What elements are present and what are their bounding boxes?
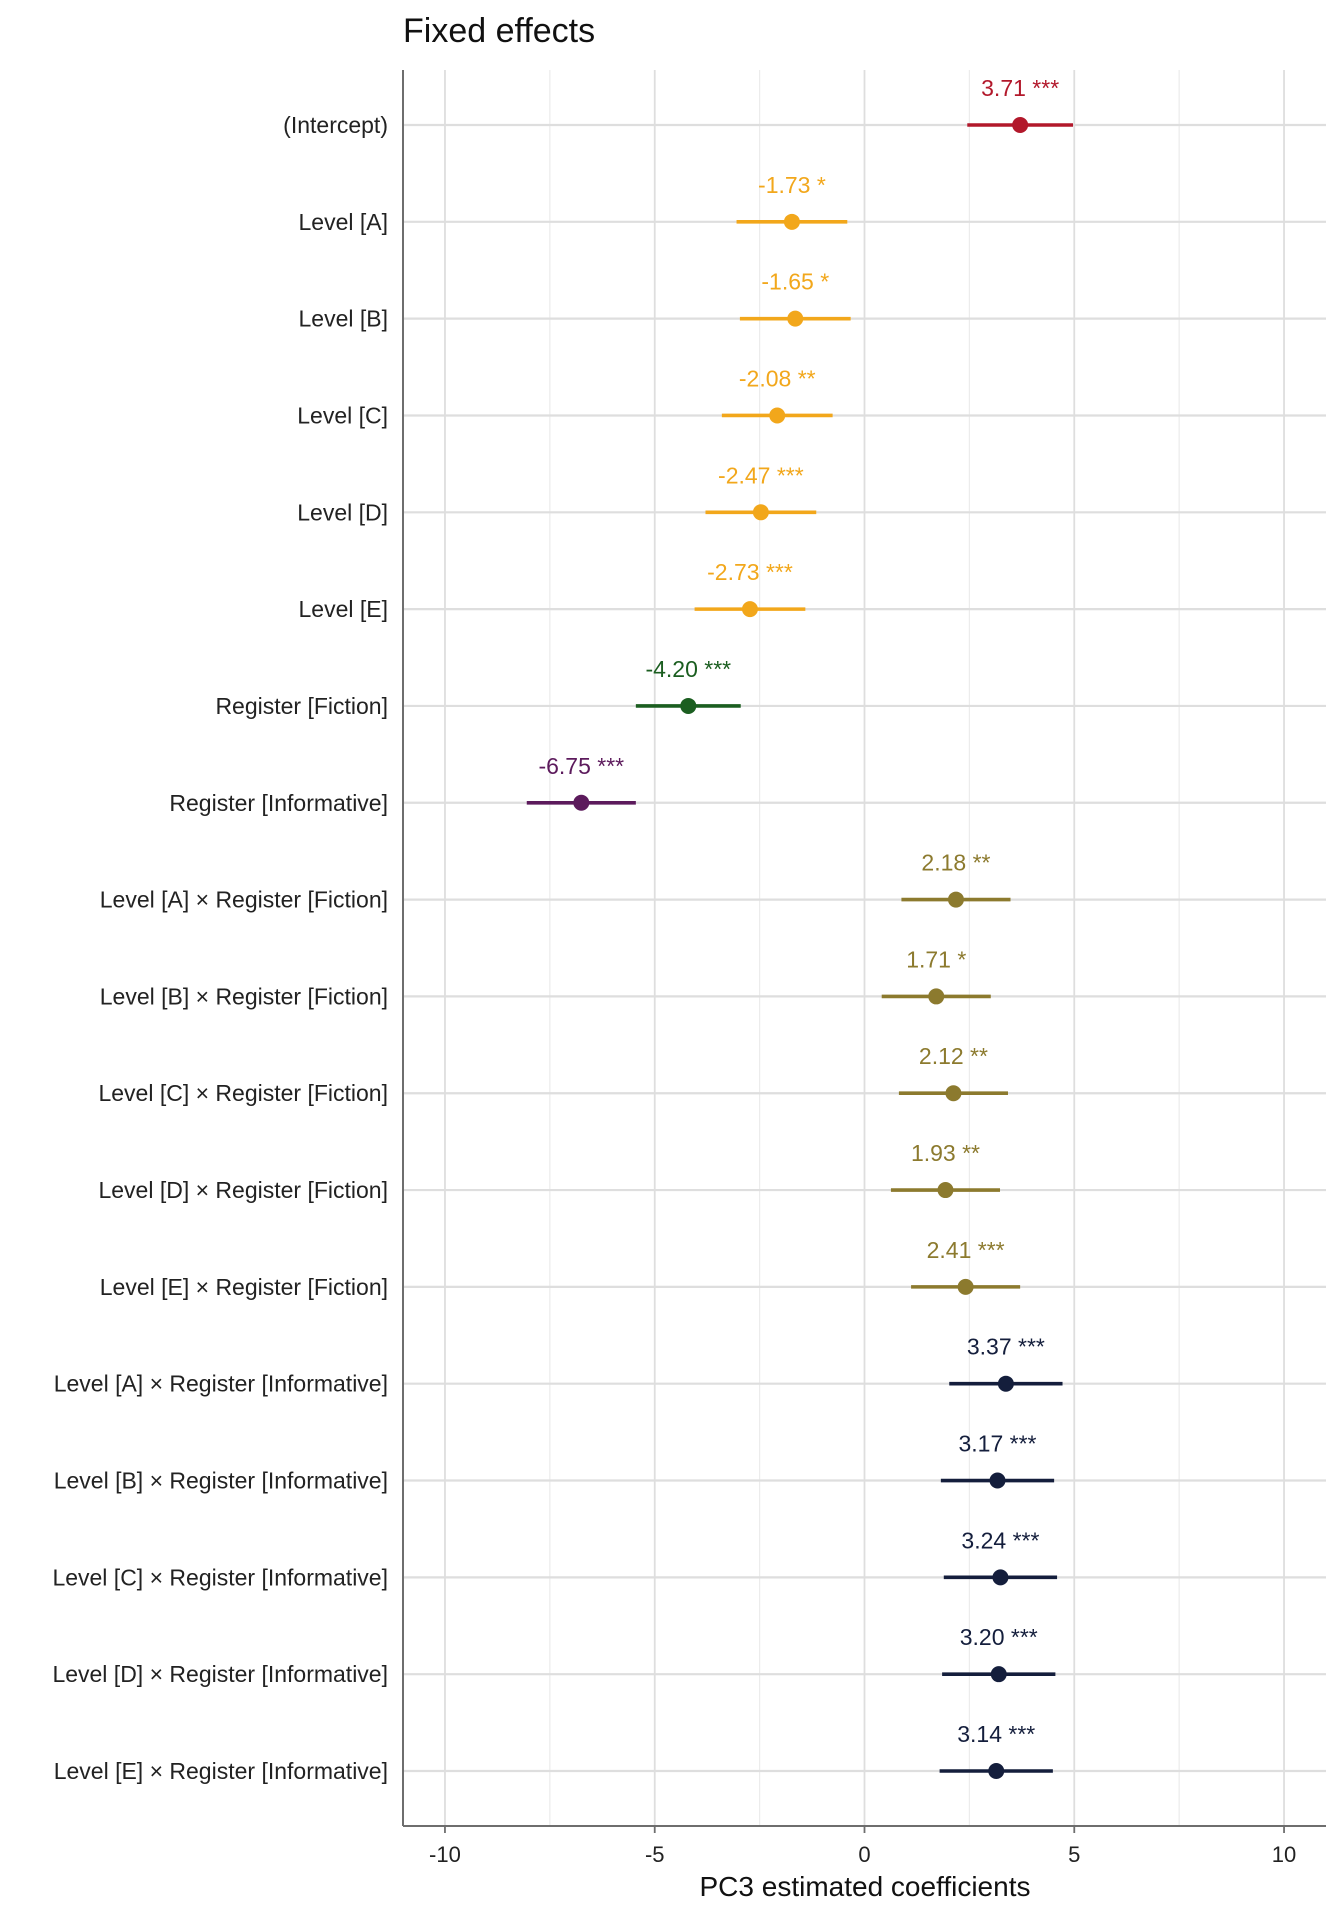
estimate-point (990, 1666, 1007, 1683)
y-tick-label: Level [E] × Register [Informative] (54, 1758, 388, 1784)
x-tick-labels: -10 -5 0 5 10 (429, 1842, 1296, 1867)
estimate-point (769, 407, 786, 424)
vertical-gridlines (444, 70, 1285, 1826)
value-label: 3.24 *** (961, 1527, 1039, 1553)
y-tick-label: Level [D] (297, 499, 388, 525)
y-tick-label: Level [A] (299, 209, 389, 235)
estimate-point (997, 1375, 1014, 1392)
y-tick-label: Level [C] × Register [Fiction] (98, 1080, 388, 1106)
x-tick-label: -5 (645, 1842, 665, 1867)
value-label: 3.17 *** (958, 1431, 1036, 1457)
estimate-point (741, 601, 758, 618)
estimate-point (1012, 117, 1029, 133)
y-tick-label: Level [A] × Register [Informative] (54, 1371, 388, 1397)
estimate-point (783, 213, 800, 230)
estimate-point (992, 1569, 1009, 1586)
estimate-point (988, 1763, 1005, 1779)
chart-title: Fixed effects (403, 12, 595, 50)
value-label: -2.73 *** (707, 559, 793, 585)
plot-marks: 3.71 *** -1.73 * -1.65 * -2.08 ** -2.47 *** -… (526, 75, 1074, 1779)
value-label: -1.73 * (758, 172, 826, 198)
value-label: -2.47 *** (718, 462, 804, 488)
x-axis-title: PC3 estimated coefficients (700, 1871, 1031, 1902)
value-label: 2.41 *** (927, 1237, 1005, 1263)
y-tick-label: Level [D] × Register [Fiction] (98, 1177, 388, 1203)
x-tick-label: 0 (858, 1842, 870, 1867)
estimate-point (947, 891, 964, 908)
y-tick-label: Level [B] (299, 306, 389, 332)
value-label: -6.75 *** (538, 753, 624, 779)
estimate-point (989, 1472, 1006, 1489)
y-tick-label: Level [A] × Register [Fiction] (100, 887, 388, 913)
value-label: 1.71 * (906, 946, 966, 972)
estimate-point (752, 504, 769, 521)
value-label: -1.65 * (761, 269, 829, 295)
x-tick-label: 5 (1068, 1842, 1080, 1867)
estimate-point (928, 988, 945, 1005)
x-tick-label: 10 (1272, 1842, 1296, 1867)
y-tick-label: Register [Fiction] (215, 693, 388, 719)
estimate-point (957, 1278, 974, 1295)
estimate-point (945, 1085, 962, 1102)
value-label: 3.37 *** (967, 1334, 1045, 1360)
estimate-point (787, 310, 804, 327)
value-label: 2.12 ** (919, 1043, 988, 1069)
value-label: 1.93 ** (911, 1140, 980, 1166)
value-label: 2.18 ** (921, 850, 990, 876)
y-tick-label: Level [B] × Register [Informative] (54, 1468, 388, 1494)
y-tick-label: Level [E] (299, 596, 389, 622)
estimate-point (573, 794, 590, 811)
estimate-point (937, 1182, 954, 1199)
value-label: 3.20 *** (960, 1624, 1038, 1650)
value-label: 3.14 *** (957, 1721, 1035, 1747)
value-label: -2.08 ** (739, 365, 816, 391)
value-label: -4.20 *** (645, 656, 731, 682)
value-label: 3.71 *** (981, 75, 1059, 101)
estimate-point (680, 697, 697, 714)
axes (402, 70, 1326, 1833)
horizontal-gridlines (403, 123, 1326, 1773)
y-tick-label: Level [C] (297, 402, 388, 428)
y-tick-label: Register [Informative] (169, 790, 388, 816)
y-tick-label: Level [E] × Register [Fiction] (100, 1274, 388, 1300)
y-tick-label: Level [B] × Register [Fiction] (100, 983, 388, 1009)
y-tick-label: (Intercept) (283, 112, 388, 138)
y-tick-labels: (Intercept) Level [A] Level [B] Level [C] Le… (52, 112, 388, 1784)
y-tick-label: Level [D] × Register [Informative] (52, 1661, 388, 1687)
y-tick-label: Level [C] × Register [Informative] (52, 1564, 388, 1590)
x-tick-label: -10 (429, 1842, 461, 1867)
